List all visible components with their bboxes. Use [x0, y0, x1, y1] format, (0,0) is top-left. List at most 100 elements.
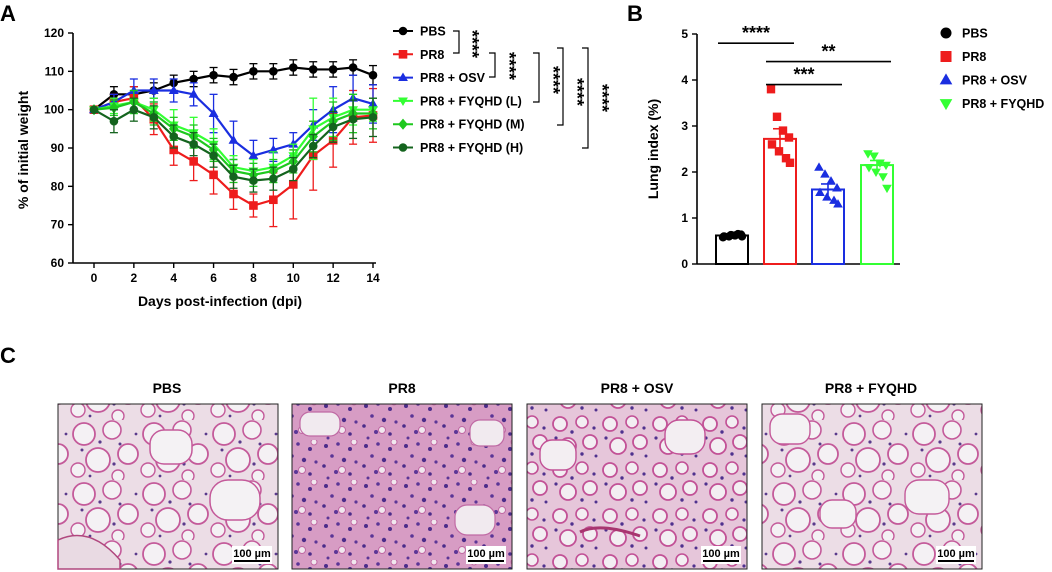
data-point	[772, 112, 782, 121]
legend-label: PR8	[420, 48, 444, 62]
legend-label: PR8 + OSV	[962, 74, 1028, 88]
y-tick-label-a: 100	[44, 103, 64, 117]
data-point	[348, 114, 358, 124]
data-point	[288, 63, 298, 72]
bar	[763, 137, 797, 266]
data-point	[328, 65, 338, 74]
micrograph-title-pr8-fyqhd: PR8 + FYQHD	[825, 380, 917, 396]
data-point	[875, 159, 885, 168]
legend-item-a: PR8 + FYQHD (H)	[393, 141, 523, 155]
scale-bar-2: 100 µm	[466, 546, 506, 564]
data-point	[822, 192, 832, 201]
data-point	[778, 126, 788, 135]
bracket-pr8-fyqhd-l	[533, 52, 540, 103]
data-point	[288, 180, 298, 189]
micrograph-pbs	[57, 403, 279, 570]
sig-stars-5: ****	[592, 84, 612, 112]
data-point	[149, 113, 159, 122]
data-point	[368, 113, 378, 122]
panel-label-c: C	[0, 343, 16, 368]
series-pr8-fyqhd-h-	[89, 97, 378, 193]
data-point	[209, 70, 218, 80]
y-axis-title-a: % of initial weight	[15, 91, 31, 210]
data-point	[737, 232, 747, 241]
x-tick-label-a: 0	[91, 271, 98, 285]
legend-item-b: PR8 + OSV	[939, 73, 1028, 88]
scale-bar-3: 100 µm	[701, 546, 741, 564]
data-point	[864, 164, 874, 173]
sig-stars-2: ****	[499, 52, 519, 80]
data-point	[249, 67, 258, 76]
sig-stars-4: ****	[567, 78, 587, 106]
data-point	[269, 195, 278, 205]
data-point	[229, 189, 238, 199]
y-tick-label-a: 120	[44, 26, 64, 40]
scale-bar-1: 100 µm	[232, 546, 272, 564]
sig-stars-b: ****	[742, 23, 770, 43]
micrograph-pr8-fyqhd	[761, 403, 983, 570]
legend-marker	[398, 97, 408, 107]
bar-group-pr8	[763, 85, 797, 266]
data-point	[169, 132, 179, 141]
legend-item-a: PR8 + OSV	[393, 71, 486, 85]
data-point	[189, 157, 198, 166]
legend-item-a: PR8	[393, 48, 444, 62]
data-point	[784, 133, 794, 142]
legend-label: PBS	[420, 25, 446, 39]
legend-item-b: PR8	[940, 50, 986, 64]
legend-label: PR8 + OSV	[420, 71, 486, 85]
micrograph-pr8	[291, 403, 513, 570]
data-point	[348, 63, 358, 72]
legend-marker	[940, 27, 952, 39]
data-point	[208, 108, 219, 117]
data-point	[308, 141, 318, 151]
data-point	[169, 145, 179, 155]
data-point	[128, 85, 139, 94]
x-tick-label-a: 12	[326, 271, 340, 285]
legend-label: PR8	[962, 50, 986, 64]
data-point	[863, 150, 873, 159]
svg-text:100 µm: 100 µm	[937, 548, 975, 560]
legend-marker	[398, 118, 408, 130]
bar	[860, 164, 894, 266]
x-tick-label-a: 2	[131, 271, 138, 285]
data-point	[878, 173, 888, 182]
micrograph-title-pr8: PR8	[388, 380, 415, 396]
bracket-pr8-fyqhd-h	[582, 47, 589, 149]
x-tick-label-a: 14	[366, 271, 380, 285]
y-tick-label-a: 110	[45, 64, 65, 78]
micrograph-title-pr8-osv: PR8 + OSV	[601, 380, 674, 396]
data-point	[209, 170, 218, 180]
x-tick-label-a: 6	[210, 271, 217, 285]
bracket-pr8-fyqhd-m	[557, 47, 564, 126]
data-point	[129, 105, 139, 114]
data-point	[189, 74, 198, 84]
svg-text:100 µm: 100 µm	[233, 548, 271, 560]
bar-group-pbs	[715, 229, 749, 265]
data-point	[288, 164, 298, 174]
data-point	[833, 199, 843, 208]
data-point	[820, 169, 830, 178]
legend-label: PR8 + FYQHD (L)	[420, 94, 522, 108]
histology-panels: PBS PR8 PR8 + OSV PR8 + FYQHD	[57, 380, 983, 570]
x-tick-label-a: 8	[250, 271, 257, 285]
x-tick-label-a: 4	[170, 271, 177, 285]
x-axis-title-a: Days post-infection (dpi)	[138, 293, 302, 309]
legend-marker	[398, 26, 408, 36]
data-point	[766, 85, 776, 94]
legend-a: PBS PR8 PR8 + OSV PR8 + FYQHD (L) PR8 + FYQH…	[393, 25, 525, 155]
y-tick-label-b: 5	[681, 27, 688, 41]
data-point	[368, 70, 378, 80]
sig-stars-3: ****	[543, 66, 563, 94]
panel-label-b: B	[627, 1, 643, 26]
sig-stars-b: ***	[793, 65, 814, 85]
data-point	[328, 122, 338, 132]
legend-item-a: PR8 + FYQHD (L)	[393, 94, 522, 108]
panel-label-a: A	[0, 1, 16, 26]
legend-label: PBS	[962, 27, 988, 41]
legend-marker	[939, 73, 953, 85]
data-point	[249, 201, 258, 210]
legend-marker	[398, 72, 408, 82]
